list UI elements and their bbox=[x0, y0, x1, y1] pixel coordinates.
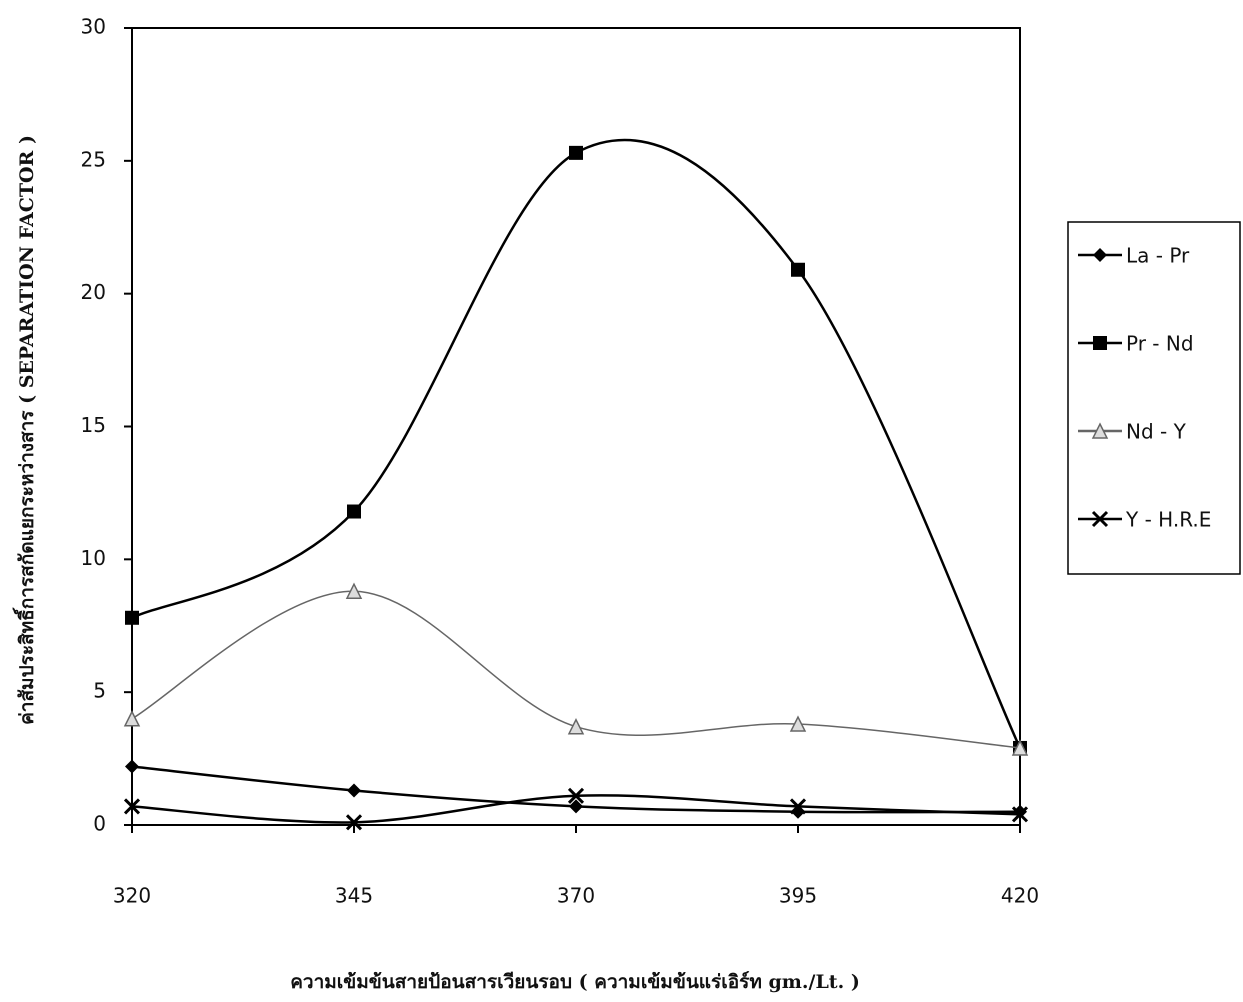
y-tick-label: 15 bbox=[81, 413, 106, 437]
legend-marker bbox=[1093, 336, 1107, 350]
x-axis-label: ความเข้มข้นสายป้อนสารเวียนรอบ ( ความเข้ม… bbox=[290, 971, 860, 993]
marker bbox=[567, 718, 585, 735]
line bbox=[131, 590, 1021, 749]
legend-label: Y - H.R.E bbox=[1125, 508, 1211, 532]
legend-marker bbox=[1093, 248, 1107, 262]
x-tick-label: 320 bbox=[113, 884, 151, 908]
marker bbox=[1011, 739, 1029, 756]
y-tick-label: 20 bbox=[81, 280, 106, 304]
marker bbox=[125, 610, 139, 625]
marker bbox=[569, 799, 583, 814]
marker bbox=[123, 710, 141, 727]
y-tick-label: 30 bbox=[81, 15, 106, 39]
marker bbox=[347, 783, 361, 798]
y-tick-label: 10 bbox=[81, 546, 106, 570]
legend-label: Nd - Y bbox=[1126, 420, 1187, 444]
y-tick-label: 5 bbox=[93, 679, 106, 703]
marker bbox=[125, 759, 139, 774]
marker bbox=[789, 715, 807, 732]
marker bbox=[567, 787, 585, 804]
x-tick-label: 420 bbox=[1001, 884, 1039, 908]
legend-marker bbox=[1091, 422, 1109, 439]
marker bbox=[1011, 806, 1029, 823]
x-tick-label: 370 bbox=[557, 884, 595, 908]
marker bbox=[345, 814, 363, 831]
x-tick-label: 395 bbox=[779, 884, 817, 908]
marker bbox=[347, 504, 361, 519]
marker bbox=[789, 798, 807, 815]
y-axis-label: ค่าสัมประสิทธิ์การสกัดแยกระหว่างสาร ( SE… bbox=[12, 135, 38, 725]
x-tick-label: 345 bbox=[335, 884, 373, 908]
marker bbox=[791, 262, 805, 277]
y-tick-label: 0 bbox=[93, 812, 106, 836]
marker bbox=[345, 582, 363, 599]
legend-label: La - Pr bbox=[1126, 244, 1190, 268]
y-tick-label: 25 bbox=[81, 147, 106, 171]
marker bbox=[123, 798, 141, 815]
marker bbox=[569, 145, 583, 160]
legend-label: Pr - Nd bbox=[1126, 332, 1194, 356]
line bbox=[131, 138, 1022, 749]
legend-marker bbox=[1091, 510, 1109, 528]
marker bbox=[1013, 804, 1027, 819]
